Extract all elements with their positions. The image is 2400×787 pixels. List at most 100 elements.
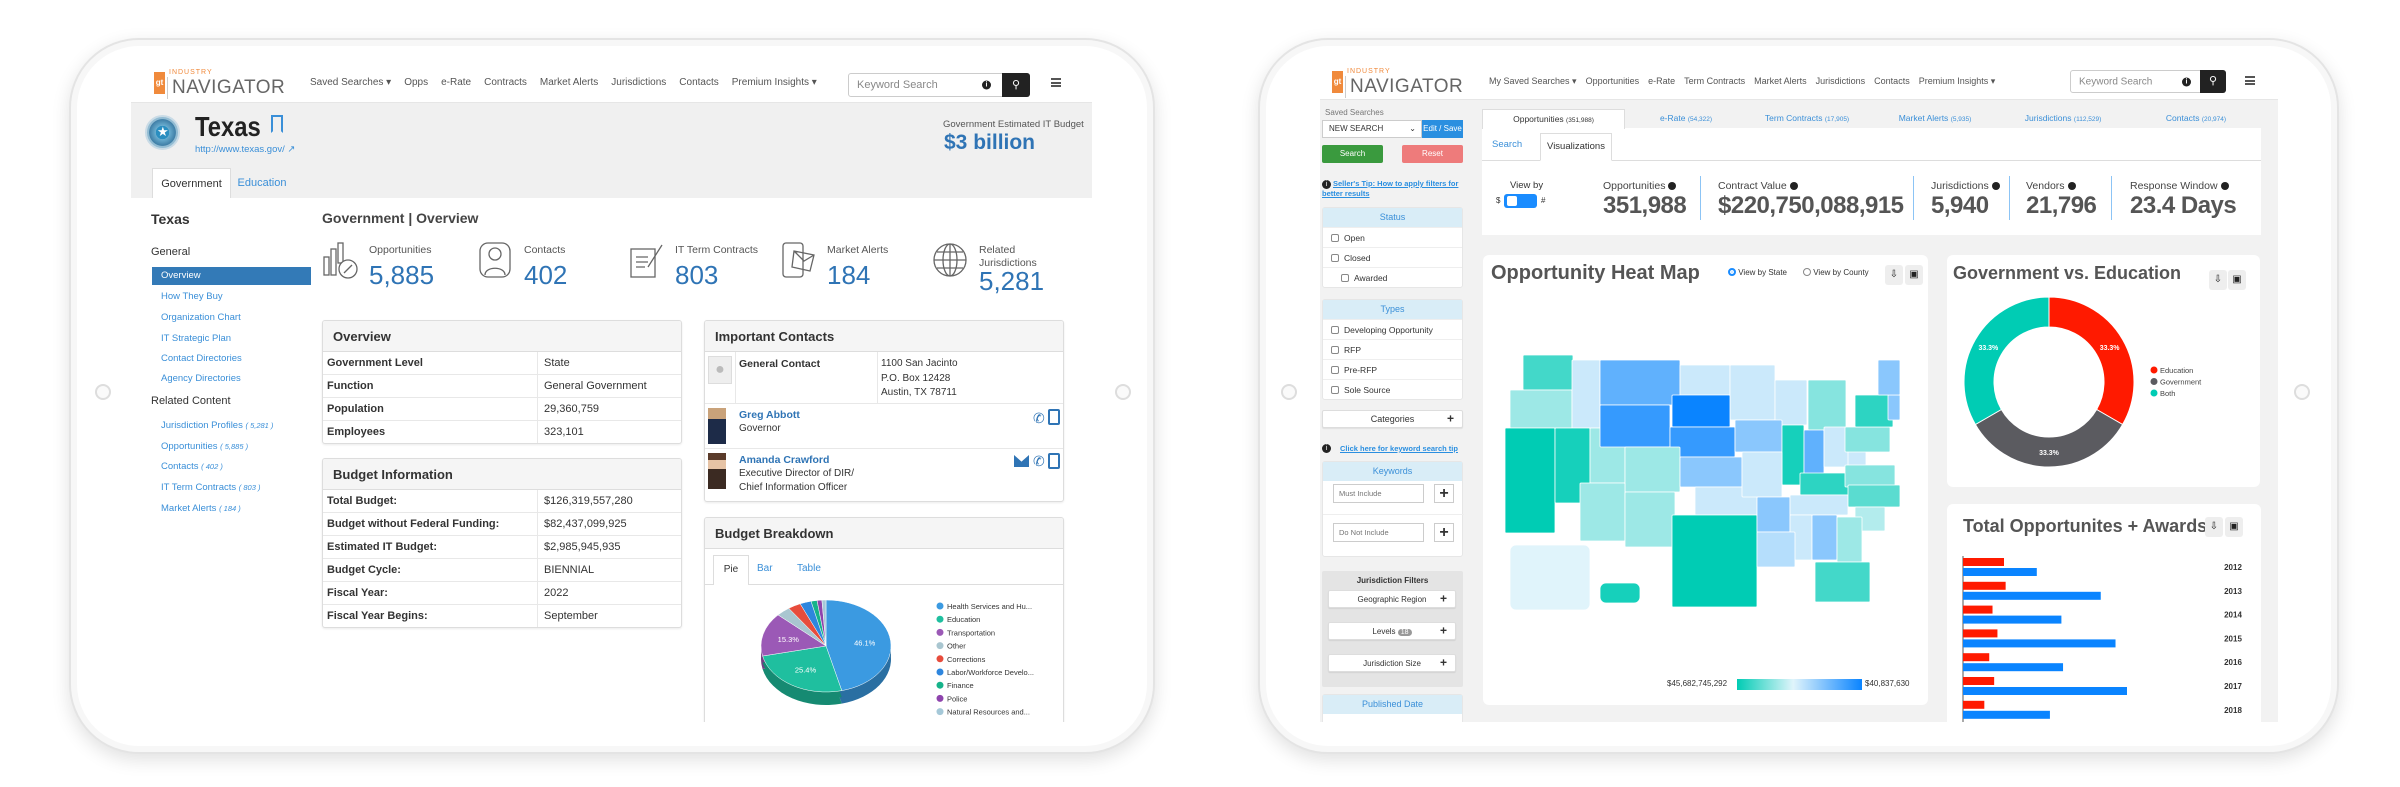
nav-item[interactable]: Premium Insights ▾ bbox=[731, 77, 817, 88]
website-link[interactable]: http://www.texas.gov/ ↗ bbox=[195, 144, 295, 155]
info-icon[interactable]: i bbox=[2182, 77, 2191, 86]
nav-item[interactable]: Term Contracts bbox=[1684, 76, 1746, 86]
info-icon[interactable] bbox=[2067, 182, 2076, 190]
filter-option[interactable]: Sole Source bbox=[1323, 379, 1462, 399]
sidebar-related-item[interactable]: Jurisdiction Profiles ( 5,281 ) bbox=[161, 420, 273, 431]
do-not-include-input[interactable] bbox=[1333, 523, 1424, 542]
radio-view-by-state[interactable]: View by State bbox=[1728, 268, 1787, 277]
nav-item[interactable]: Jurisdictions bbox=[1815, 76, 1866, 86]
phone-icon[interactable]: ✆ bbox=[1033, 453, 1045, 469]
add-do-not-include-button[interactable]: + bbox=[1434, 523, 1454, 542]
nav-item[interactable]: Market Alerts bbox=[1754, 76, 1807, 86]
nav-item[interactable]: Contacts bbox=[1874, 76, 1910, 86]
bookmark-icon[interactable] bbox=[271, 115, 283, 133]
nav-item[interactable]: e-Rate bbox=[1648, 76, 1676, 86]
tab-government[interactable]: Government bbox=[152, 168, 231, 199]
email-icon[interactable] bbox=[1014, 455, 1029, 467]
geographic-region-button[interactable]: Geographic Region + bbox=[1328, 590, 1456, 608]
radio-checked-icon[interactable] bbox=[1728, 268, 1736, 276]
download-icon[interactable]: ⇩ bbox=[2205, 517, 2223, 537]
sidebar-item[interactable]: Contact Directories bbox=[161, 353, 242, 364]
subtab-visualizations[interactable]: Visualizations bbox=[1540, 133, 1612, 161]
filter-option[interactable]: RFP bbox=[1323, 339, 1462, 359]
filter-option[interactable]: Open bbox=[1323, 227, 1462, 247]
tab-contacts[interactable]: Contacts (20,974) bbox=[2126, 109, 2266, 129]
checkbox[interactable] bbox=[1331, 233, 1339, 242]
filter-option[interactable]: Awarded bbox=[1323, 267, 1462, 287]
toggle-knob[interactable] bbox=[1507, 196, 1517, 206]
sidebar-related-item[interactable]: IT Term Contracts ( 803 ) bbox=[161, 482, 260, 493]
categories-button[interactable]: Categories + bbox=[1322, 410, 1463, 428]
edit-save-button[interactable]: Edit / Save bbox=[1422, 120, 1463, 138]
tab-education[interactable]: Education bbox=[231, 168, 293, 198]
nav-item[interactable]: My Saved Searches ▾ bbox=[1489, 76, 1577, 86]
checkbox[interactable] bbox=[1331, 365, 1339, 374]
search-submit-button[interactable]: Search bbox=[1322, 145, 1383, 163]
tab-jurisdictions[interactable]: Jurisdictions (112,529) bbox=[1993, 109, 2133, 129]
subtab-search[interactable]: Search bbox=[1492, 139, 1523, 150]
search-input[interactable]: Keyword Search bbox=[857, 79, 938, 91]
nav-item[interactable]: Opportunities bbox=[1585, 76, 1640, 86]
contact-card-icon[interactable] bbox=[1048, 409, 1060, 425]
stat-value[interactable]: 803 bbox=[675, 260, 719, 290]
tab-pie[interactable]: Pie bbox=[713, 555, 749, 585]
radio-view-by-county[interactable]: View by County bbox=[1803, 268, 1869, 277]
logo-mark[interactable]: gt bbox=[154, 72, 165, 94]
logo-mark[interactable]: gt bbox=[1332, 71, 1343, 93]
sidebar-related-item[interactable]: Opportunities ( 5,885 ) bbox=[161, 441, 248, 452]
nav-item[interactable]: e-Rate bbox=[441, 77, 472, 88]
info-icon[interactable] bbox=[1991, 182, 2000, 190]
tab-opportunities[interactable]: Opportunities (351,988) bbox=[1482, 109, 1625, 129]
saved-search-select[interactable]: NEW SEARCH ⌄ bbox=[1322, 120, 1422, 138]
tab-bar[interactable]: Bar bbox=[757, 555, 773, 583]
contact-name[interactable]: Amanda Crawford bbox=[739, 454, 830, 466]
search-input[interactable]: Keyword Search bbox=[2079, 76, 2153, 87]
menu-icon[interactable] bbox=[1051, 78, 1061, 87]
stat-value[interactable]: 5,281 bbox=[979, 266, 1045, 296]
reset-button[interactable]: Reset bbox=[1402, 145, 1463, 163]
jurisdiction-size-button[interactable]: Jurisdiction Size + bbox=[1328, 654, 1456, 672]
contact-card-icon[interactable] bbox=[1048, 453, 1060, 469]
nav-item[interactable]: Premium Insights ▾ bbox=[1918, 76, 1996, 86]
stat-value[interactable]: 402 bbox=[524, 260, 568, 290]
checkbox[interactable] bbox=[1331, 325, 1339, 334]
nav-item[interactable]: Jurisdictions bbox=[611, 77, 667, 88]
nav-item[interactable]: Opps bbox=[404, 77, 429, 88]
tab-market-alerts[interactable]: Market Alerts (5,935) bbox=[1865, 109, 2005, 129]
image-export-icon[interactable]: ▣ bbox=[2228, 270, 2246, 290]
tab-table[interactable]: Table bbox=[797, 555, 821, 583]
add-must-include-button[interactable]: + bbox=[1434, 484, 1454, 503]
radio-unchecked-icon[interactable] bbox=[1803, 268, 1811, 276]
search-button[interactable]: ⚲ bbox=[2200, 70, 2226, 93]
keyword-tip-link[interactable]: Click here for keyword search tip bbox=[1340, 444, 1458, 453]
info-icon[interactable] bbox=[1789, 182, 1798, 190]
checkbox[interactable] bbox=[1331, 345, 1339, 354]
sidebar-item[interactable]: Agency Directories bbox=[161, 373, 241, 384]
phone-icon[interactable]: ✆ bbox=[1033, 410, 1045, 426]
nav-item[interactable]: Contacts bbox=[679, 77, 719, 88]
levels-button[interactable]: Levels 18 + bbox=[1328, 622, 1456, 640]
info-icon[interactable]: i bbox=[982, 80, 991, 90]
stat-value[interactable]: 184 bbox=[827, 260, 871, 290]
sidebar-related-item[interactable]: Contacts ( 402 ) bbox=[161, 461, 223, 472]
nav-item[interactable]: Saved Searches ▾ bbox=[310, 77, 392, 88]
info-icon[interactable] bbox=[1668, 182, 1677, 190]
checkbox[interactable] bbox=[1331, 253, 1339, 262]
keyword-search[interactable]: Keyword Search i ⚲ bbox=[848, 73, 1030, 97]
tab-e-rate[interactable]: e-Rate (54,322) bbox=[1616, 109, 1756, 129]
sellers-tip-link[interactable]: Seller's Tip: How to apply filters for b… bbox=[1322, 179, 1459, 198]
download-icon[interactable]: ⇩ bbox=[2209, 270, 2227, 290]
filter-option[interactable]: Developing Opportunity bbox=[1323, 319, 1462, 339]
sidebar-item[interactable]: IT Strategic Plan bbox=[161, 333, 232, 344]
sidebar-item[interactable]: Organization Chart bbox=[161, 312, 241, 323]
keyword-search[interactable]: Keyword Search i ⚲ bbox=[2070, 70, 2226, 93]
sidebar-item[interactable]: How They Buy bbox=[161, 291, 223, 302]
contact-name[interactable]: Greg Abbott bbox=[739, 409, 800, 421]
logo-text[interactable]: NAVIGATOR bbox=[1345, 76, 1463, 98]
sidebar-related-item[interactable]: Market Alerts ( 184 ) bbox=[161, 503, 241, 514]
info-icon[interactable] bbox=[2220, 182, 2229, 190]
sidebar-item[interactable]: Overview bbox=[152, 267, 311, 285]
checkbox[interactable] bbox=[1341, 273, 1349, 282]
logo-text[interactable]: NAVIGATOR bbox=[167, 77, 285, 99]
tab-term-contracts[interactable]: Term Contracts (17,905) bbox=[1737, 109, 1877, 129]
